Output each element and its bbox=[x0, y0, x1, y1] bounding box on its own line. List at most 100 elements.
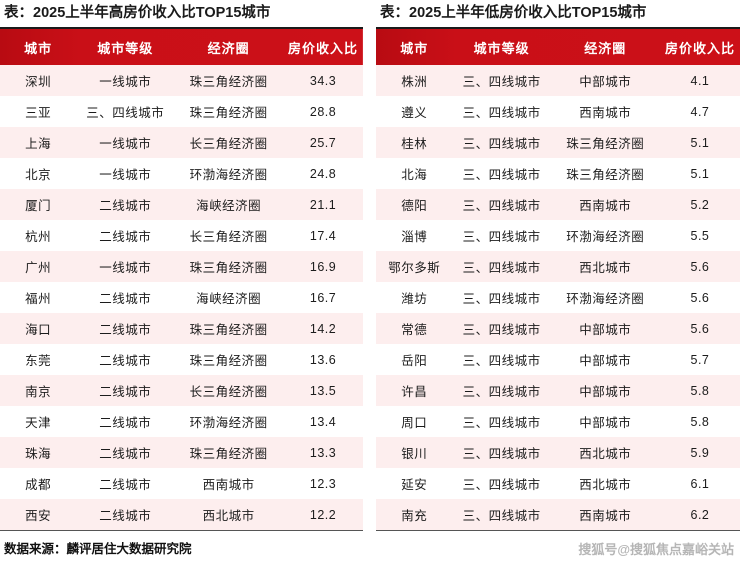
table-row[interactable]: 鄂尔多斯 三、四线城市 西北城市 5.6 bbox=[376, 251, 740, 282]
cell-ratio: 12.3 bbox=[309, 476, 337, 491]
table-row[interactable]: 福州 二线城市 海峡经济圈 16.7 bbox=[0, 282, 363, 313]
cell-tier: 二线城市 bbox=[99, 447, 152, 461]
table-row[interactable]: 岳阳 三、四线城市 中部城市 5.7 bbox=[376, 344, 740, 375]
cell-ratio: 24.8 bbox=[309, 166, 337, 181]
high-ratio-table-head: 城市 城市等级 经济圈 房价收入比 bbox=[0, 28, 363, 65]
table-row[interactable]: 厦门 二线城市 海峡经济圈 21.1 bbox=[0, 189, 363, 220]
cell-tier: 二线城市 bbox=[99, 292, 152, 306]
cell-city: 杭州 bbox=[25, 230, 52, 244]
cell-econ: 长三角经济圈 bbox=[189, 385, 268, 399]
source-note: 数据来源：麟评居住大数据研究院 bbox=[4, 542, 192, 556]
cell-ratio: 21.1 bbox=[309, 197, 337, 212]
cell-tier: 二线城市 bbox=[99, 354, 152, 368]
table-row[interactable]: 北海 三、四线城市 珠三角经济圈 5.1 bbox=[376, 158, 740, 189]
cell-city: 株洲 bbox=[401, 75, 428, 89]
cell-ratio: 13.3 bbox=[309, 445, 337, 460]
cell-city: 福州 bbox=[25, 292, 52, 306]
cell-econ: 西南城市 bbox=[579, 509, 632, 523]
cell-tier: 二线城市 bbox=[99, 416, 152, 430]
cell-tier: 三、四线城市 bbox=[462, 385, 541, 399]
cell-econ: 中部城市 bbox=[579, 323, 632, 337]
column-header-ratio[interactable]: 房价收入比 bbox=[288, 40, 359, 56]
cell-tier: 一线城市 bbox=[99, 261, 152, 275]
cell-econ: 长三角经济圈 bbox=[189, 137, 268, 151]
footer: 数据来源：麟评居住大数据研究院 搜狐号@搜狐焦点嘉峪关站 bbox=[0, 534, 740, 564]
cell-ratio: 5.5 bbox=[690, 228, 710, 243]
cell-econ: 长三角经济圈 bbox=[189, 230, 268, 244]
table-row[interactable]: 南京 二线城市 长三角经济圈 13.5 bbox=[0, 375, 363, 406]
cell-city: 南京 bbox=[25, 385, 52, 399]
cell-city: 桂林 bbox=[401, 137, 428, 151]
cell-ratio: 34.3 bbox=[309, 73, 337, 88]
table-row[interactable]: 成都 二线城市 西南城市 12.3 bbox=[0, 468, 363, 499]
cell-tier: 三、四线城市 bbox=[462, 292, 541, 306]
table-row[interactable]: 许昌 三、四线城市 中部城市 5.8 bbox=[376, 375, 740, 406]
cell-ratio: 5.1 bbox=[690, 135, 710, 150]
low-ratio-table-body: 株洲 三、四线城市 中部城市 4.1 遵义 三、四线城市 西南城市 4.7 桂林 三、四线城市 珠三… bbox=[376, 65, 740, 531]
cell-econ: 环渤海经济圈 bbox=[566, 292, 645, 306]
cell-tier: 三、四线城市 bbox=[462, 75, 541, 89]
cell-econ: 珠三角经济圈 bbox=[189, 261, 268, 275]
cell-city: 珠海 bbox=[25, 447, 52, 461]
cell-tier: 三、四线城市 bbox=[462, 230, 541, 244]
cell-city: 潍坊 bbox=[401, 292, 428, 306]
table-row[interactable]: 桂林 三、四线城市 珠三角经济圈 5.1 bbox=[376, 127, 740, 158]
cell-ratio: 13.5 bbox=[309, 383, 337, 398]
cell-econ: 珠三角经济圈 bbox=[189, 447, 268, 461]
cell-econ: 海峡经济圈 bbox=[196, 199, 262, 213]
low-ratio-table: 城市 城市等级 经济圈 房价收入比 株洲 三、四线城市 中部城市 4.1 遵义 三、四线城… bbox=[376, 27, 740, 531]
cell-ratio: 5.8 bbox=[690, 383, 710, 398]
high-ratio-table-body: 深圳 一线城市 珠三角经济圈 34.3 三亚 三、四线城市 珠三角经济圈 28.8 上海 一线城市… bbox=[0, 65, 363, 531]
table-row[interactable]: 延安 三、四线城市 西北城市 6.1 bbox=[376, 468, 740, 499]
low-ratio-table-title: 表：2025上半年低房价收入比TOP15城市 bbox=[380, 5, 647, 21]
cell-tier: 一线城市 bbox=[99, 137, 152, 151]
cell-city: 东莞 bbox=[25, 354, 52, 368]
column-header-ratio[interactable]: 房价收入比 bbox=[664, 40, 735, 56]
cell-econ: 珠三角经济圈 bbox=[566, 168, 645, 182]
table-row[interactable]: 天津 二线城市 环渤海经济圈 13.4 bbox=[0, 406, 363, 437]
cell-ratio: 5.6 bbox=[690, 290, 710, 305]
high-ratio-table-title: 表：2025上半年高房价收入比TOP15城市 bbox=[4, 5, 271, 21]
table-row[interactable]: 珠海 二线城市 珠三角经济圈 13.3 bbox=[0, 437, 363, 468]
table-row[interactable]: 西安 二线城市 西北城市 12.2 bbox=[0, 499, 363, 531]
column-header-econ[interactable]: 经济圈 bbox=[207, 40, 250, 56]
column-header-tier[interactable]: 城市等级 bbox=[97, 40, 154, 56]
table-row[interactable]: 周口 三、四线城市 中部城市 5.8 bbox=[376, 406, 740, 437]
table-row[interactable]: 广州 一线城市 珠三角经济圈 16.9 bbox=[0, 251, 363, 282]
table-row[interactable]: 杭州 二线城市 长三角经济圈 17.4 bbox=[0, 220, 363, 251]
cell-city: 天津 bbox=[25, 416, 52, 430]
table-row[interactable]: 南充 三、四线城市 西南城市 6.2 bbox=[376, 499, 740, 531]
cell-tier: 三、四线城市 bbox=[462, 323, 541, 337]
table-row[interactable]: 常德 三、四线城市 中部城市 5.6 bbox=[376, 313, 740, 344]
table-row[interactable]: 潍坊 三、四线城市 环渤海经济圈 5.6 bbox=[376, 282, 740, 313]
cell-city: 鄂尔多斯 bbox=[388, 261, 441, 275]
table-row[interactable]: 上海 一线城市 长三角经济圈 25.7 bbox=[0, 127, 363, 158]
cell-city: 常德 bbox=[401, 323, 428, 337]
cell-tier: 三、四线城市 bbox=[462, 137, 541, 151]
cell-econ: 西南城市 bbox=[579, 106, 632, 120]
table-row[interactable]: 三亚 三、四线城市 珠三角经济圈 28.8 bbox=[0, 96, 363, 127]
cell-city: 海口 bbox=[25, 323, 52, 337]
column-header-econ[interactable]: 经济圈 bbox=[584, 40, 627, 56]
table-row[interactable]: 德阳 三、四线城市 西南城市 5.2 bbox=[376, 189, 740, 220]
table-row[interactable]: 淄博 三、四线城市 环渤海经济圈 5.5 bbox=[376, 220, 740, 251]
column-header-city[interactable]: 城市 bbox=[400, 40, 429, 56]
table-row[interactable]: 海口 二线城市 珠三角经济圈 14.2 bbox=[0, 313, 363, 344]
tables-container: 表：2025上半年高房价收入比TOP15城市 城市 城市等级 经济圈 房价收入比… bbox=[0, 5, 740, 531]
table-row[interactable]: 东莞 二线城市 珠三角经济圈 13.6 bbox=[0, 344, 363, 375]
cell-ratio: 6.2 bbox=[690, 507, 710, 522]
cell-city: 遵义 bbox=[401, 106, 428, 120]
cell-econ: 西北城市 bbox=[579, 261, 632, 275]
column-header-tier[interactable]: 城市等级 bbox=[473, 40, 530, 56]
cell-econ: 珠三角经济圈 bbox=[566, 137, 645, 151]
table-row[interactable]: 遵义 三、四线城市 西南城市 4.7 bbox=[376, 96, 740, 127]
table-row[interactable]: 株洲 三、四线城市 中部城市 4.1 bbox=[376, 65, 740, 96]
table-row[interactable]: 深圳 一线城市 珠三角经济圈 34.3 bbox=[0, 65, 363, 96]
cell-econ: 珠三角经济圈 bbox=[189, 354, 268, 368]
table-row[interactable]: 北京 一线城市 环渤海经济圈 24.8 bbox=[0, 158, 363, 189]
cell-city: 西安 bbox=[25, 509, 52, 523]
column-header-city[interactable]: 城市 bbox=[24, 40, 53, 56]
table-row[interactable]: 银川 三、四线城市 西北城市 5.9 bbox=[376, 437, 740, 468]
cell-ratio: 25.7 bbox=[309, 135, 337, 150]
